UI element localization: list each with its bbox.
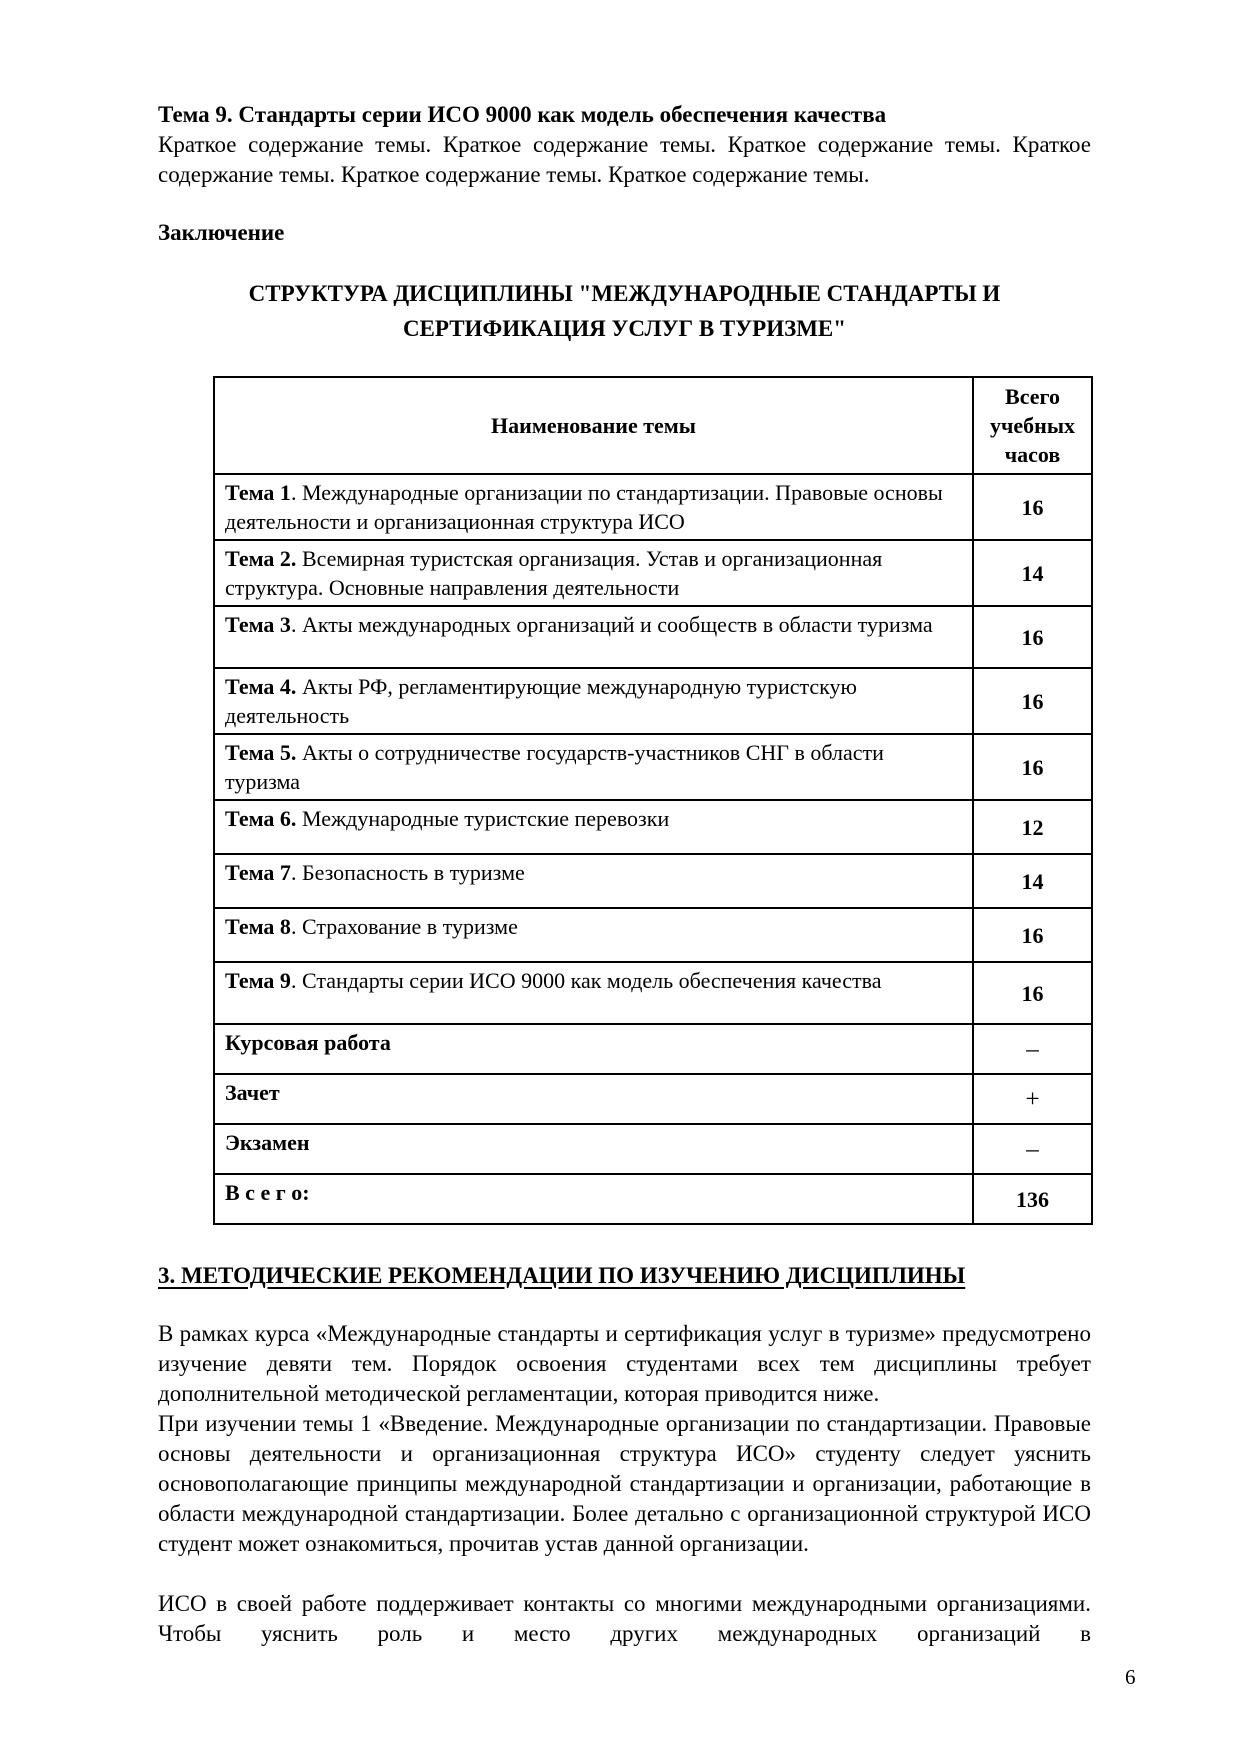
page-number: 6 <box>1125 1665 1136 1689</box>
hours-cell: – <box>972 1023 1093 1075</box>
total-label: В с е г о: <box>225 1180 310 1205</box>
section3-heading: 3. МЕТОДИЧЕСКИЕ РЕКОМЕНДАЦИИ ПО ИЗУЧЕНИЮ… <box>158 1263 966 1288</box>
table-row: Зачет + <box>213 1073 1093 1125</box>
topic-cell: Тема 7. Безопасность в туризме <box>213 853 974 909</box>
hours-cell: 16 <box>972 733 1093 801</box>
table-header-row: Наименование темы Всего учебных часов <box>213 376 1093 475</box>
table-row: Тема 4. Акты РФ, регламентирующие междун… <box>213 667 1093 735</box>
total-cell: В с е г о: <box>213 1173 974 1225</box>
hours-cell: 16 <box>972 961 1093 1025</box>
hours-cell: – <box>972 1123 1093 1175</box>
table-row: Экзамен – <box>213 1123 1093 1175</box>
topic-cell: Тема 1. Международные организации по ста… <box>213 473 974 541</box>
topic-label: Тема 6. <box>225 806 297 831</box>
topic-text: . Стандарты серии ИСО 9000 как модель об… <box>290 968 882 993</box>
topic-text: . Безопасность в туризме <box>290 860 525 885</box>
table-row: Тема 2. Всемирная туристская организация… <box>213 539 1093 607</box>
topic-label: Тема 9 <box>225 968 291 993</box>
topic-cell: Тема 8. Страхование в туризме <box>213 907 974 963</box>
topic-label: Тема 2. <box>225 546 297 571</box>
topic-text: Акты о сотрудничестве государств-участни… <box>225 740 884 794</box>
exam-label: Экзамен <box>225 1130 310 1155</box>
table-row: Тема 5. Акты о сотрудничестве государств… <box>213 733 1093 801</box>
topic-cell: Тема 5. Акты о сотрудничестве государств… <box>213 733 974 801</box>
conclusion-heading: Заключение <box>158 220 285 245</box>
credit-cell: Зачет <box>213 1073 974 1125</box>
topic-cell: Тема 2. Всемирная туристская организация… <box>213 539 974 607</box>
hours-cell: 16 <box>972 473 1093 541</box>
section3-paragraph-1: В рамках курса «Международные стандарты … <box>158 1321 1091 1406</box>
topic9-summary: Краткое содержание темы. Краткое содержа… <box>158 132 1091 187</box>
section3-paragraph-3: ИСО в своей работе поддерживает контакты… <box>158 1591 1091 1646</box>
hours-cell: 12 <box>972 799 1093 855</box>
column-header-topic: Наименование темы <box>213 376 974 475</box>
topic-text: Международные туристские перевозки <box>296 806 670 831</box>
table-row: Тема 7. Безопасность в туризме 14 <box>213 853 1093 909</box>
table-row: Тема 1. Международные организации по ста… <box>213 473 1093 541</box>
topic-label: Тема 7 <box>225 860 291 885</box>
discipline-structure-table: Наименование темы Всего учебных часов Те… <box>213 376 1093 1225</box>
table-row: Курсовая работа – <box>213 1023 1093 1075</box>
topic-cell: Тема 6. Международные туристские перевоз… <box>213 799 974 855</box>
table-row: Тема 6. Международные туристские перевоз… <box>213 799 1093 855</box>
hours-cell: 16 <box>972 667 1093 735</box>
hours-cell: + <box>972 1073 1093 1125</box>
table-row: Тема 9. Стандарты серии ИСО 9000 как мод… <box>213 961 1093 1025</box>
total-hours-cell: 136 <box>972 1173 1093 1225</box>
table-row: Тема 3. Акты международных организаций и… <box>213 605 1093 669</box>
hours-cell: 16 <box>972 907 1093 963</box>
coursework-cell: Курсовая работа <box>213 1023 974 1075</box>
credit-label: Зачет <box>225 1080 280 1105</box>
topic-label: Тема 3 <box>225 612 291 637</box>
topic-text: . Страхование в туризме <box>290 914 518 939</box>
exam-cell: Экзамен <box>213 1123 974 1175</box>
table-row: Тема 8. Страхование в туризме 16 <box>213 907 1093 963</box>
topic-label: Тема 5. <box>225 740 297 765</box>
topic-text: . Международные организации по стандарти… <box>225 480 943 534</box>
topic-cell: Тема 4. Акты РФ, регламентирующие междун… <box>213 667 974 735</box>
topic9-heading: Тема 9. Стандарты серии ИСО 9000 как мод… <box>158 102 887 127</box>
section3-paragraph-2: При изучении темы 1 «Введение. Междунаро… <box>158 1411 1091 1556</box>
topic-label: Тема 8 <box>225 914 291 939</box>
hours-cell: 16 <box>972 605 1093 669</box>
table-total-row: В с е г о: 136 <box>213 1173 1093 1225</box>
topic-label: Тема 1 <box>225 480 291 505</box>
topic-cell: Тема 9. Стандарты серии ИСО 9000 как мод… <box>213 961 974 1025</box>
coursework-label: Курсовая работа <box>225 1030 391 1055</box>
hours-cell: 14 <box>972 853 1093 909</box>
topic-cell: Тема 3. Акты международных организаций и… <box>213 605 974 669</box>
topic-text: Акты РФ, регламентирующие международную … <box>225 674 857 728</box>
discipline-structure-title: СТРУКТУРА ДИСЦИПЛИНЫ "МЕЖДУНАРОДНЫЕ СТАН… <box>248 281 1001 341</box>
hours-cell: 14 <box>972 539 1093 607</box>
column-header-hours: Всего учебных часов <box>972 376 1093 475</box>
topic-label: Тема 4. <box>225 674 297 699</box>
page-content: Тема 9. Стандарты серии ИСО 9000 как мод… <box>158 100 1093 1649</box>
topic-text: Всемирная туристская организация. Устав … <box>225 546 883 600</box>
topic-text: . Акты международных организаций и сообщ… <box>290 612 933 637</box>
